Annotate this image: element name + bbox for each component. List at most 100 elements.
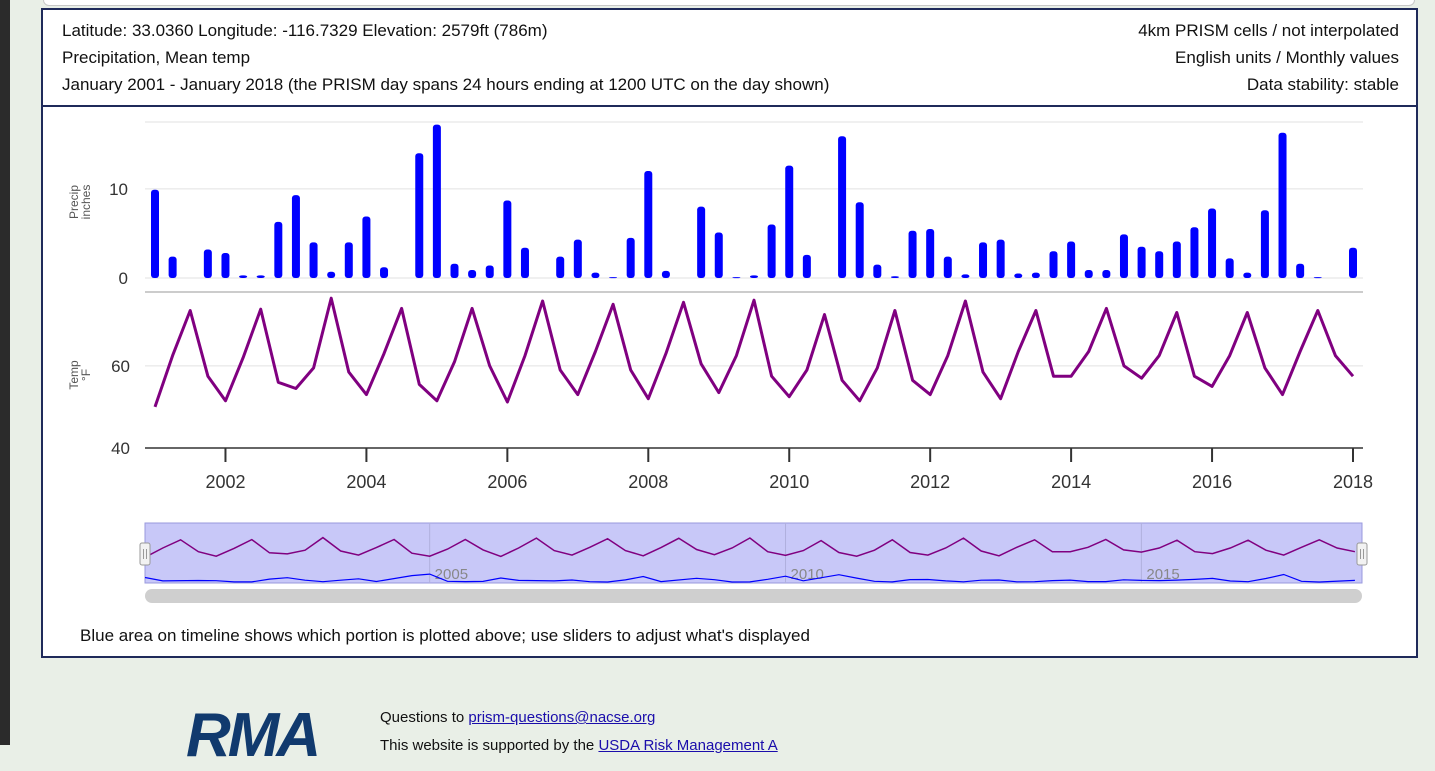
- x-tick-label: 2018: [1333, 472, 1373, 492]
- precip-bar: [750, 275, 758, 278]
- precip-bar: [344, 242, 353, 278]
- x-tick-label: 2014: [1051, 472, 1091, 492]
- precip-bar: [697, 206, 706, 278]
- precip-bar: [855, 202, 864, 278]
- precip-bar: [1225, 258, 1234, 278]
- precip-bar: [1313, 277, 1322, 279]
- precip-bar: [1260, 210, 1269, 278]
- temp-tick-label: 40: [111, 439, 130, 458]
- precip-bar: [432, 124, 441, 278]
- precip-bar: [503, 200, 512, 278]
- precip-bar: [979, 242, 988, 278]
- precip-axis-label-line: inches: [79, 185, 93, 220]
- precip-bar: [1137, 246, 1146, 278]
- temp-tick-label: 60: [111, 357, 130, 376]
- precip-bar: [380, 267, 389, 278]
- x-tick-label: 2006: [487, 472, 527, 492]
- precip-bar: [1031, 272, 1040, 278]
- cells-line: 4km PRISM cells / not interpolated: [1138, 21, 1399, 40]
- timeline-caption: Blue area on timeline shows which portio…: [80, 626, 810, 645]
- precip-bar: [168, 256, 177, 278]
- precip-bar: [996, 239, 1005, 278]
- previous-card-edge: [43, 0, 1415, 6]
- supported-prefix: This website is supported by the: [380, 737, 599, 754]
- precip-bar: [591, 272, 600, 278]
- precip-bar: [908, 230, 917, 278]
- timeline-navigator[interactable]: 2005 2010 2015: [43, 513, 1416, 613]
- precip-bar: [609, 277, 618, 279]
- precip-bar: [1049, 251, 1058, 278]
- precip-bar: [1190, 227, 1199, 278]
- precip-bar: [1014, 273, 1023, 278]
- precip-bar: [1349, 247, 1357, 278]
- variables-line: Precipitation, Mean temp: [62, 48, 251, 67]
- precip-bar: [926, 228, 935, 278]
- precip-bar: [626, 237, 635, 278]
- precip-bar: [890, 276, 899, 278]
- precip-bar: [767, 224, 776, 278]
- location-line: Latitude: 33.0360 Longitude: -116.7329 E…: [62, 21, 548, 40]
- precip-bar: [239, 275, 248, 278]
- precip-bar: [943, 256, 952, 278]
- timeline-left-handle[interactable]: [139, 542, 151, 566]
- precip-bar: [1084, 269, 1093, 278]
- timeline-temp-line: [144, 536, 1356, 558]
- timeline-tick-label: 2005: [435, 566, 468, 583]
- timeline-right-handle[interactable]: [1356, 542, 1368, 566]
- timeline-left-handle-body: [139, 542, 151, 566]
- questions-line: Questions to prism-questions@nacse.org: [380, 709, 655, 726]
- precip-bar: [1296, 263, 1305, 278]
- precip-bar: [644, 171, 653, 278]
- questions-email-link[interactable]: prism-questions@nacse.org: [468, 709, 656, 726]
- precip-bar: [1155, 251, 1164, 278]
- temp-axis-label-line: Temp: [67, 360, 81, 390]
- precip-bar: [291, 195, 300, 278]
- precip-bar: [256, 275, 265, 278]
- usda-rma-link[interactable]: USDA Risk Management A: [598, 737, 778, 754]
- precip-bar: [221, 253, 230, 278]
- precip-bar: [1172, 241, 1181, 278]
- timeline-right-handle-body: [1356, 542, 1368, 566]
- date-range-line: January 2001 - January 2018 (the PRISM d…: [62, 75, 830, 94]
- temp-axis-label: Temp°F: [67, 360, 93, 390]
- precip-bar: [1119, 234, 1128, 278]
- units-line: English units / Monthly values: [1175, 48, 1399, 67]
- precip-bar: [1208, 208, 1217, 278]
- precip-bar: [415, 153, 424, 278]
- precip-bar: [1102, 269, 1111, 278]
- x-tick-label: 2008: [628, 472, 668, 492]
- precip-bar: [661, 270, 670, 278]
- stability-line: Data stability: stable: [1246, 75, 1399, 94]
- precip-bar: [838, 136, 847, 278]
- precip-bar: [732, 277, 741, 279]
- precip-bar: [1067, 241, 1076, 278]
- supported-line: This website is supported by the USDA Ri…: [380, 737, 778, 754]
- precip-bar: [203, 249, 212, 278]
- precip-bar: [362, 216, 371, 278]
- left-edge-strip: [0, 0, 10, 745]
- timeline-scrollbar[interactable]: [145, 589, 1362, 603]
- questions-prefix: Questions to: [380, 709, 469, 726]
- precip-bar: [873, 264, 882, 278]
- precip-bar: [274, 221, 283, 278]
- precip-axis-label-line: Precip: [67, 185, 81, 219]
- precip-tick-label: 0: [119, 269, 128, 288]
- precip-bar: [485, 265, 494, 278]
- x-tick-label: 2016: [1192, 472, 1232, 492]
- precip-bar: [1243, 272, 1252, 278]
- x-tick-label: 2010: [769, 472, 809, 492]
- precip-bar: [468, 269, 477, 278]
- x-tick-label: 2012: [910, 472, 950, 492]
- precip-bar: [520, 247, 529, 278]
- precip-bar: [1278, 132, 1287, 278]
- x-tick-label: 2002: [205, 472, 245, 492]
- precip-bar: [450, 263, 459, 278]
- precip-bar: [309, 242, 318, 278]
- rma-logo: RMA: [186, 701, 321, 770]
- precip-bar: [573, 239, 582, 278]
- precip-bar: [327, 271, 336, 278]
- temp-axis-label-line: °F: [79, 369, 93, 381]
- precip-bar: [961, 274, 970, 278]
